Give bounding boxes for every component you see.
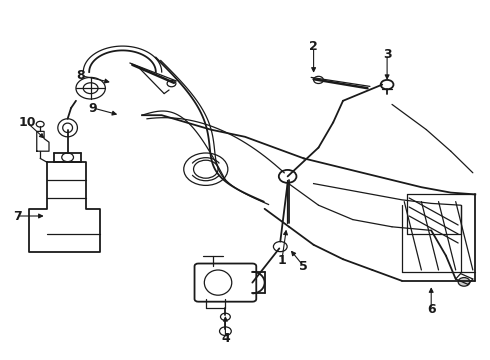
Text: 1: 1 bbox=[277, 255, 286, 267]
Text: 10: 10 bbox=[18, 116, 36, 129]
Text: 7: 7 bbox=[13, 210, 22, 222]
Text: 2: 2 bbox=[309, 40, 318, 53]
Text: 8: 8 bbox=[76, 69, 85, 82]
Circle shape bbox=[458, 278, 470, 286]
Text: 6: 6 bbox=[427, 303, 436, 316]
Text: 9: 9 bbox=[89, 102, 98, 114]
Text: 4: 4 bbox=[221, 332, 230, 345]
Text: 3: 3 bbox=[383, 48, 392, 60]
Text: 5: 5 bbox=[299, 260, 308, 273]
